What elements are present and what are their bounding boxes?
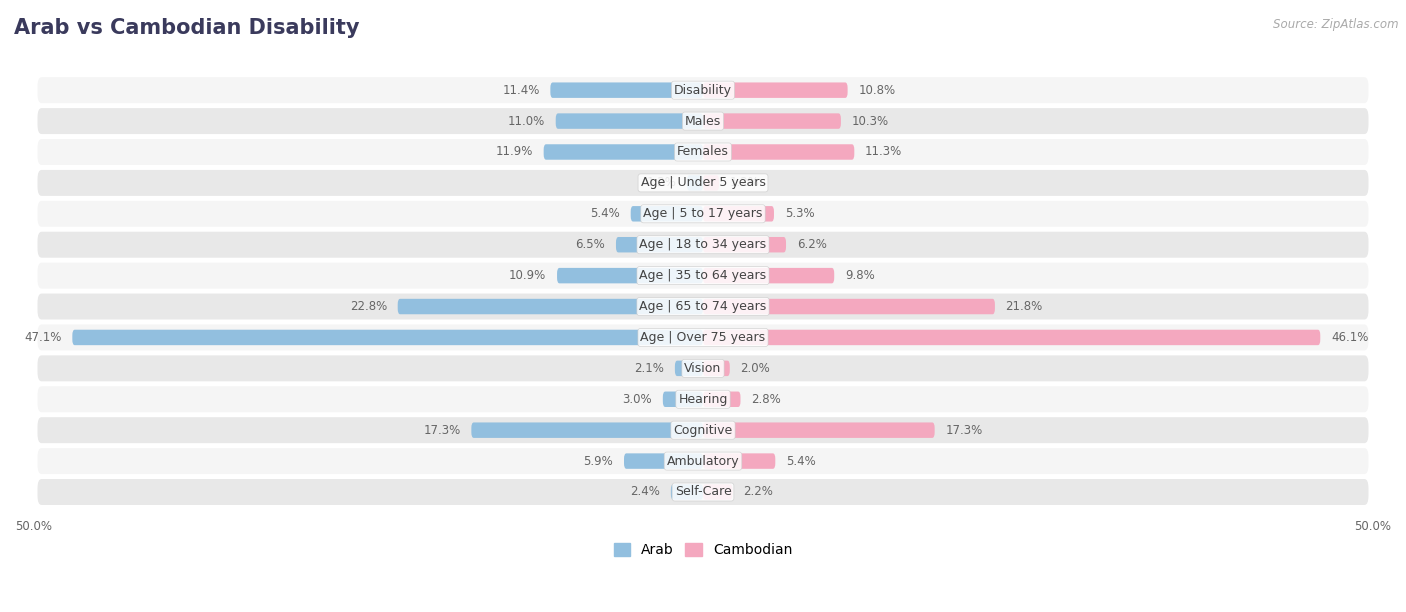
FancyBboxPatch shape — [471, 422, 703, 438]
Text: Age | 35 to 64 years: Age | 35 to 64 years — [640, 269, 766, 282]
Text: 5.4%: 5.4% — [786, 455, 815, 468]
FancyBboxPatch shape — [703, 144, 855, 160]
FancyBboxPatch shape — [703, 83, 848, 98]
FancyBboxPatch shape — [544, 144, 703, 160]
Text: 22.8%: 22.8% — [350, 300, 387, 313]
FancyBboxPatch shape — [38, 139, 1368, 165]
FancyBboxPatch shape — [688, 175, 703, 190]
Text: 1.2%: 1.2% — [730, 176, 759, 189]
FancyBboxPatch shape — [703, 453, 775, 469]
Text: Self-Care: Self-Care — [675, 485, 731, 499]
FancyBboxPatch shape — [703, 299, 995, 315]
Text: 11.0%: 11.0% — [508, 114, 546, 127]
FancyBboxPatch shape — [555, 113, 703, 129]
FancyBboxPatch shape — [38, 201, 1368, 227]
Text: Age | Under 5 years: Age | Under 5 years — [641, 176, 765, 189]
Text: 3.0%: 3.0% — [623, 393, 652, 406]
FancyBboxPatch shape — [550, 83, 703, 98]
FancyBboxPatch shape — [38, 356, 1368, 381]
Text: 21.8%: 21.8% — [1005, 300, 1043, 313]
FancyBboxPatch shape — [398, 299, 703, 315]
Text: 10.3%: 10.3% — [852, 114, 889, 127]
FancyBboxPatch shape — [616, 237, 703, 252]
FancyBboxPatch shape — [38, 417, 1368, 443]
Text: 6.2%: 6.2% — [797, 238, 827, 251]
Text: Females: Females — [678, 146, 728, 159]
Text: 5.3%: 5.3% — [785, 207, 814, 220]
Text: 9.8%: 9.8% — [845, 269, 875, 282]
FancyBboxPatch shape — [38, 263, 1368, 289]
FancyBboxPatch shape — [72, 330, 703, 345]
FancyBboxPatch shape — [557, 268, 703, 283]
Text: Hearing: Hearing — [678, 393, 728, 406]
FancyBboxPatch shape — [38, 108, 1368, 134]
Text: 2.2%: 2.2% — [744, 485, 773, 499]
Text: 10.9%: 10.9% — [509, 269, 547, 282]
Text: 2.0%: 2.0% — [741, 362, 770, 375]
FancyBboxPatch shape — [703, 113, 841, 129]
Text: 11.9%: 11.9% — [495, 146, 533, 159]
FancyBboxPatch shape — [703, 268, 834, 283]
FancyBboxPatch shape — [38, 448, 1368, 474]
FancyBboxPatch shape — [703, 360, 730, 376]
Text: Age | Over 75 years: Age | Over 75 years — [641, 331, 765, 344]
Legend: Arab, Cambodian: Arab, Cambodian — [607, 537, 799, 562]
Text: Vision: Vision — [685, 362, 721, 375]
Text: 46.1%: 46.1% — [1331, 331, 1368, 344]
FancyBboxPatch shape — [624, 453, 703, 469]
Text: 1.2%: 1.2% — [647, 176, 676, 189]
FancyBboxPatch shape — [38, 479, 1368, 505]
Text: 11.3%: 11.3% — [865, 146, 903, 159]
Text: Disability: Disability — [673, 84, 733, 97]
FancyBboxPatch shape — [703, 237, 786, 252]
FancyBboxPatch shape — [703, 422, 935, 438]
Text: 5.4%: 5.4% — [591, 207, 620, 220]
Text: 11.4%: 11.4% — [502, 84, 540, 97]
Text: 5.9%: 5.9% — [583, 455, 613, 468]
Text: Age | 65 to 74 years: Age | 65 to 74 years — [640, 300, 766, 313]
Text: 47.1%: 47.1% — [24, 331, 62, 344]
Text: 2.1%: 2.1% — [634, 362, 664, 375]
FancyBboxPatch shape — [675, 360, 703, 376]
FancyBboxPatch shape — [662, 392, 703, 407]
Text: 17.3%: 17.3% — [423, 424, 461, 437]
Text: 2.4%: 2.4% — [630, 485, 661, 499]
Text: 2.8%: 2.8% — [751, 393, 780, 406]
Text: 10.8%: 10.8% — [858, 84, 896, 97]
FancyBboxPatch shape — [703, 484, 733, 500]
FancyBboxPatch shape — [38, 77, 1368, 103]
Text: Age | 18 to 34 years: Age | 18 to 34 years — [640, 238, 766, 251]
FancyBboxPatch shape — [671, 484, 703, 500]
Text: Arab vs Cambodian Disability: Arab vs Cambodian Disability — [14, 18, 360, 39]
FancyBboxPatch shape — [38, 294, 1368, 319]
FancyBboxPatch shape — [631, 206, 703, 222]
Text: 17.3%: 17.3% — [945, 424, 983, 437]
Text: 6.5%: 6.5% — [575, 238, 605, 251]
FancyBboxPatch shape — [38, 386, 1368, 412]
Text: Age | 5 to 17 years: Age | 5 to 17 years — [644, 207, 762, 220]
Text: Cognitive: Cognitive — [673, 424, 733, 437]
FancyBboxPatch shape — [38, 232, 1368, 258]
FancyBboxPatch shape — [703, 175, 718, 190]
FancyBboxPatch shape — [703, 392, 741, 407]
FancyBboxPatch shape — [38, 170, 1368, 196]
Text: Ambulatory: Ambulatory — [666, 455, 740, 468]
FancyBboxPatch shape — [38, 324, 1368, 351]
Text: Source: ZipAtlas.com: Source: ZipAtlas.com — [1274, 18, 1399, 31]
FancyBboxPatch shape — [703, 330, 1320, 345]
FancyBboxPatch shape — [703, 206, 773, 222]
Text: Males: Males — [685, 114, 721, 127]
